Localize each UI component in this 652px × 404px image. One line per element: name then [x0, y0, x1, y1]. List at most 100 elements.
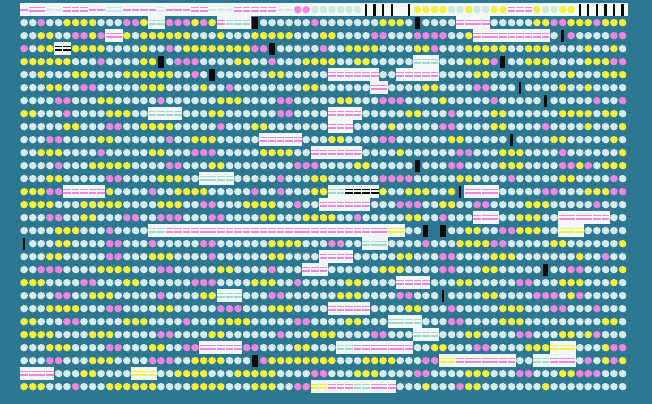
flower-asterisk-icon	[345, 237, 354, 250]
glyph-row[interactable]	[20, 263, 628, 276]
glyph-row[interactable]	[20, 133, 628, 146]
flower-asterisk-icon	[302, 341, 311, 354]
double-dash-icon	[481, 211, 491, 224]
glyph-row[interactable]	[20, 120, 628, 133]
double-dash-icon	[362, 68, 371, 81]
flower-asterisk-icon	[533, 42, 542, 55]
glyph-row[interactable]	[20, 42, 628, 55]
flower-asterisk-icon	[601, 120, 610, 133]
glyph-row[interactable]	[20, 81, 628, 94]
double-dash-icon	[567, 211, 576, 224]
flower-asterisk-icon	[105, 315, 114, 328]
flower-asterisk-icon	[610, 16, 619, 29]
flower-asterisk-icon	[63, 302, 72, 315]
glyph-row[interactable]	[20, 146, 628, 159]
glyph-row[interactable]	[20, 198, 628, 211]
glyph-row[interactable]	[20, 107, 628, 120]
flower-asterisk-icon	[405, 328, 414, 341]
flower-asterisk-icon	[370, 328, 379, 341]
glyph-row[interactable]	[20, 315, 628, 328]
flower-asterisk-icon	[242, 120, 251, 133]
glyph-row[interactable]	[20, 16, 628, 29]
flower-asterisk-icon	[319, 354, 328, 367]
flower-asterisk-icon	[499, 107, 508, 120]
flower-asterisk-icon	[182, 185, 191, 198]
glyph-row[interactable]	[20, 367, 628, 380]
flower-asterisk-icon	[584, 146, 593, 159]
flower-asterisk-icon	[439, 29, 448, 42]
flower-asterisk-icon	[20, 276, 29, 289]
glyph-row[interactable]	[20, 224, 628, 237]
glyph-document[interactable]	[20, 3, 628, 397]
flower-asterisk-icon	[217, 133, 226, 146]
flower-asterisk-icon	[165, 302, 174, 315]
flower-asterisk-icon	[447, 68, 456, 81]
glyph-row[interactable]	[20, 380, 628, 393]
flower-asterisk-icon	[208, 55, 217, 68]
flower-asterisk-icon	[259, 107, 268, 120]
flower-asterisk-icon	[311, 276, 320, 289]
flower-asterisk-icon	[593, 354, 602, 367]
glyph-row[interactable]	[20, 354, 628, 367]
glyph-row[interactable]	[20, 211, 628, 224]
flower-asterisk-icon	[105, 289, 114, 302]
glyph-row[interactable]	[20, 172, 628, 185]
flower-asterisk-icon	[29, 120, 38, 133]
flower-asterisk-icon	[550, 211, 559, 224]
glyph-row[interactable]	[20, 302, 628, 315]
glyph-row[interactable]	[20, 276, 628, 289]
flower-asterisk-icon	[88, 315, 97, 328]
flower-asterisk-icon	[567, 289, 576, 302]
flower-asterisk-icon	[165, 55, 174, 68]
flower-asterisk-icon	[20, 42, 29, 55]
double-dash-icon	[157, 16, 166, 29]
flower-asterisk-icon	[251, 29, 260, 42]
flower-asterisk-icon	[473, 159, 482, 172]
flower-asterisk-icon	[234, 42, 243, 55]
flower-asterisk-icon	[576, 68, 585, 81]
flower-asterisk-icon	[618, 211, 627, 224]
glyph-row[interactable]	[20, 159, 628, 172]
flower-asterisk-icon	[584, 276, 593, 289]
flower-asterisk-icon	[302, 380, 311, 393]
double-dash-icon	[208, 224, 217, 237]
flower-asterisk-icon	[46, 29, 55, 42]
flower-asterisk-icon	[490, 198, 499, 211]
flower-asterisk-icon	[242, 42, 251, 55]
glyph-row[interactable]	[20, 237, 628, 250]
highlighted-run	[549, 341, 576, 354]
glyph-row[interactable]	[20, 328, 628, 341]
glyph-row[interactable]	[20, 250, 628, 263]
flower-asterisk-icon	[370, 302, 379, 315]
flower-asterisk-icon	[516, 250, 525, 263]
double-dash-icon	[319, 250, 328, 263]
flower-asterisk-icon	[268, 302, 277, 315]
flower-asterisk-icon	[490, 146, 499, 159]
flower-asterisk-icon	[268, 146, 277, 159]
flower-asterisk-icon	[388, 211, 397, 224]
flower-asterisk-icon	[405, 81, 414, 94]
flower-asterisk-icon	[37, 198, 46, 211]
flower-asterisk-icon	[610, 172, 619, 185]
glyph-row[interactable]	[20, 185, 628, 198]
flower-asterisk-icon	[242, 367, 251, 380]
glyph-row[interactable]	[20, 29, 628, 42]
flower-asterisk-icon	[456, 341, 465, 354]
flower-asterisk-icon	[208, 133, 217, 146]
glyph-row[interactable]	[20, 94, 628, 107]
flower-asterisk-icon	[165, 133, 174, 146]
glyph-row[interactable]	[20, 3, 628, 16]
flower-asterisk-icon	[242, 198, 251, 211]
flower-asterisk-icon	[541, 198, 550, 211]
glyph-row[interactable]	[20, 289, 628, 302]
glyph-row[interactable]	[20, 341, 628, 354]
glyph-row[interactable]	[20, 68, 628, 81]
double-dash-icon	[208, 341, 217, 354]
double-dash-icon	[507, 29, 516, 42]
flower-asterisk-icon	[490, 289, 499, 302]
flower-asterisk-icon	[97, 341, 106, 354]
glyph-row[interactable]	[20, 55, 628, 68]
flower-asterisk-icon	[114, 211, 123, 224]
flower-asterisk-icon	[46, 107, 55, 120]
flower-asterisk-icon	[242, 133, 251, 146]
